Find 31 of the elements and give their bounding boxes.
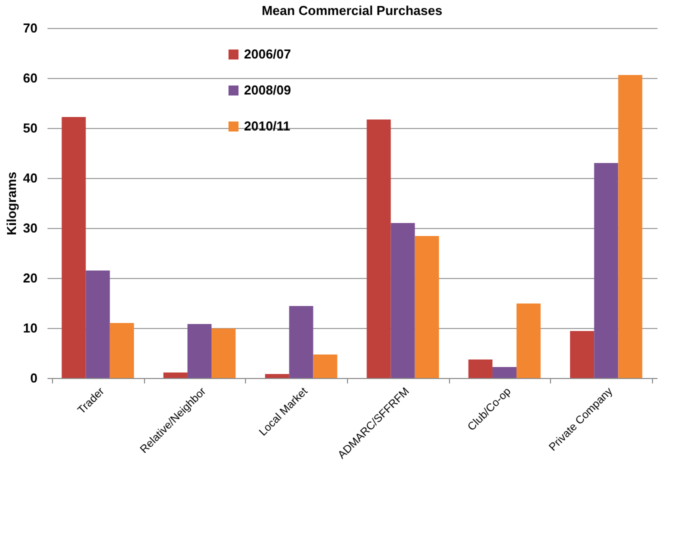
legend-label: 2006/07	[244, 46, 291, 62]
bar	[468, 360, 492, 378]
legend-label: 2010/11	[244, 118, 290, 134]
bar	[618, 75, 642, 378]
bar	[313, 354, 338, 378]
bar	[570, 331, 594, 378]
chart-title: Mean Commercial Purchases	[262, 3, 442, 18]
bar	[212, 328, 236, 378]
bar	[492, 367, 517, 378]
y-tick-label: 0	[30, 370, 38, 386]
y-tick-label: 20	[23, 270, 38, 286]
bar	[366, 120, 391, 378]
y-tick-label: 60	[23, 70, 38, 86]
bar	[265, 374, 290, 378]
bar	[110, 323, 134, 378]
y-tick-label: 30	[23, 220, 38, 236]
y-tick-label: 40	[23, 170, 38, 186]
bar	[289, 306, 314, 378]
y-axis-title: Kilograms	[4, 172, 20, 236]
bar	[594, 163, 618, 378]
y-tick-label: 10	[23, 320, 38, 336]
y-tick-label: 70	[23, 20, 38, 36]
bar	[187, 324, 212, 378]
y-tick-label: 50	[23, 120, 38, 136]
bar	[62, 117, 86, 378]
legend-label: 2008/09	[244, 82, 291, 98]
bar	[390, 223, 415, 378]
bar	[86, 270, 110, 378]
bar	[163, 372, 188, 378]
bar	[516, 304, 541, 378]
bar	[414, 236, 439, 378]
